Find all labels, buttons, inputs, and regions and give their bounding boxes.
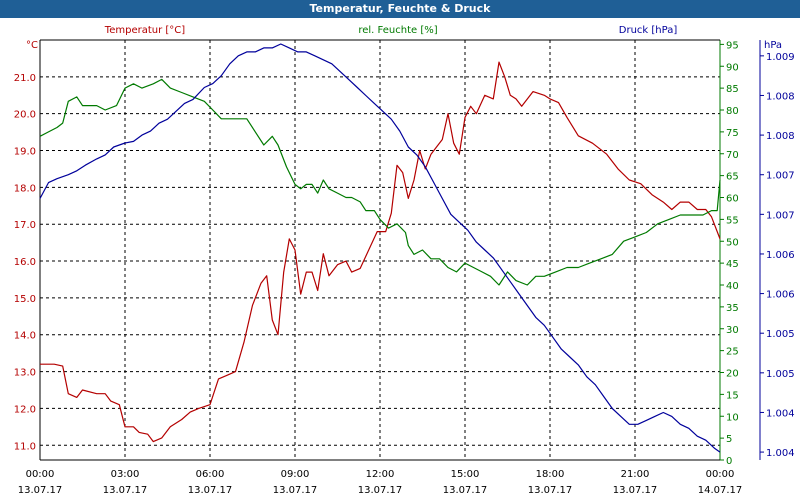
humidity-tick-label: 75 — [726, 128, 739, 139]
x-tick-label-time: 00:00 — [26, 469, 55, 480]
x-tick-label-date: 13.07.17 — [188, 485, 233, 496]
x-tick-label-date: 13.07.17 — [103, 485, 148, 496]
humidity-tick-label: 70 — [726, 150, 739, 161]
humidity-tick-label: 50 — [726, 237, 739, 248]
temperature-tick-label: 21.0 — [14, 73, 36, 84]
pressure-tick-label: 1.004 — [766, 448, 795, 459]
x-tick-label-date: 13.07.17 — [613, 485, 658, 496]
x-tick-label-time: 12:00 — [366, 469, 395, 480]
pressure-tick-label: 1.009 — [766, 52, 795, 63]
pressure-tick-label: 1.006 — [766, 290, 795, 301]
x-tick-label-date: 13.07.17 — [273, 485, 318, 496]
temperature-tick-label: 17.0 — [14, 220, 36, 231]
pressure-tick-label: 1.006 — [766, 250, 795, 261]
x-tick-label-date: 13.07.17 — [528, 485, 573, 496]
series-lines — [39, 43, 721, 453]
pressure-tick-label: 1.007 — [766, 171, 795, 182]
humidity-tick-label: 10 — [726, 412, 739, 423]
humidity-tick-label: 90 — [726, 62, 739, 73]
pressure-tick-label: 1.007 — [766, 210, 795, 221]
x-tick-label-date: 13.07.17 — [358, 485, 403, 496]
humidity-tick-label: 35 — [726, 303, 739, 314]
temperature-tick-label: 18.0 — [14, 183, 36, 194]
x-tick-label-time: 06:00 — [196, 469, 225, 480]
humidity-tick-label: 30 — [726, 325, 739, 336]
pressure-tick-label: 1.005 — [766, 369, 795, 380]
temperature-tick-label: 13.0 — [14, 368, 36, 379]
humidity-tick-label: 95 — [726, 40, 739, 51]
x-tick-label-date: 13.07.17 — [18, 485, 63, 496]
chart-area: 00:00 13.07.17 03:00 13.07.17 06:00 13.07.17 0… — [14, 25, 795, 496]
humidity-tick-label: 15 — [726, 390, 739, 401]
x-tick-label-time: 00:00 — [706, 469, 735, 480]
x-tick-label-time: 21:00 — [621, 469, 650, 480]
pressure-tick-label: 1.008 — [766, 131, 795, 142]
temperature-tick-label: 15.0 — [14, 294, 36, 305]
axes: 00:00 13.07.17 03:00 13.07.17 06:00 13.07.17 0… — [14, 25, 795, 496]
x-tick-label-date: 13.07.17 — [443, 485, 488, 496]
pressure-axis-label: Druck [hPa] — [619, 25, 678, 36]
humidity-tick-label: 85 — [726, 84, 739, 95]
temperature-tick-label: 20.0 — [14, 110, 36, 121]
humidity-tick-label: 5 — [726, 434, 732, 445]
pressure-tick-label: 1.008 — [766, 91, 795, 102]
x-tick-label-time: 15:00 — [451, 469, 480, 480]
humidity-tick-label: 25 — [726, 347, 739, 358]
humidity-tick-label: 0 — [726, 456, 732, 467]
temperature-tick-label: 14.0 — [14, 331, 36, 342]
humidity-tick-label: 60 — [726, 194, 739, 205]
x-tick-label-time: 09:00 — [281, 469, 310, 480]
pressure-tick-label: 1.005 — [766, 329, 795, 340]
grid — [40, 40, 720, 460]
temperature-tick-label: 16.0 — [14, 257, 36, 268]
humidity-tick-label: 55 — [726, 215, 739, 226]
humidity-tick-label: 20 — [726, 369, 739, 380]
pressure-tick-label: 1.004 — [766, 408, 795, 419]
temperature-axis-label: Temperatur [°C] — [104, 25, 185, 36]
temperature-tick-label: 12.0 — [14, 404, 36, 415]
temperature-tick-label: 19.0 — [14, 147, 36, 158]
x-tick-label-time: 18:00 — [536, 469, 565, 480]
pressure-series-line — [39, 43, 721, 453]
x-tick-label-time: 03:00 — [111, 469, 140, 480]
humidity-tick-label: 45 — [726, 259, 739, 270]
humidity-axis-label: rel. Feuchte [%] — [358, 25, 437, 36]
humidity-tick-label: 80 — [726, 106, 739, 117]
humidity-tick-label: 65 — [726, 172, 739, 183]
temperature-series-line — [40, 61, 721, 443]
humidity-tick-label: 40 — [726, 281, 739, 292]
humidity-series-line — [39, 78, 721, 286]
pressure-unit: hPa — [764, 40, 782, 51]
temperature-tick-label: 11.0 — [14, 441, 36, 452]
x-tick-label-date: 14.07.17 — [698, 485, 743, 496]
temperature-unit: °C — [26, 40, 38, 51]
window-title: Temperatur, Feuchte & Druck — [0, 0, 800, 18]
